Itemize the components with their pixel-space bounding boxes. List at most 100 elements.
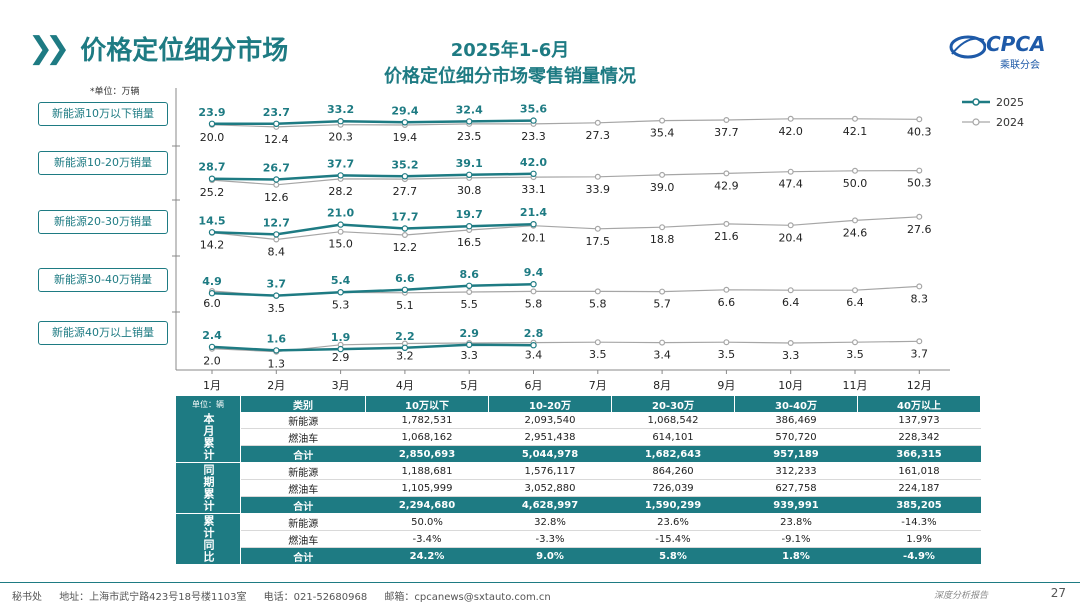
data-label: 35.2 [391,158,418,171]
table-row-label: 合计 [240,445,366,463]
table-header-col5: 40万以上 [857,396,981,412]
panel-label-5: 新能源40万以上销量 [38,321,168,345]
data-label: 25.2 [200,186,225,199]
chart-unit-label: *单位：万辆 [90,87,140,97]
table-cell: 23.6% [611,513,735,531]
data-point [337,345,344,353]
table-header-col3: 20-30万 [611,396,735,412]
table-row-label: 燃油车 [240,479,366,497]
data-label: 30.8 [457,184,482,197]
data-label: 33.9 [586,183,611,196]
series-line-2024-panel-5 [211,340,920,353]
data-label: 12.6 [264,191,289,204]
table-header-col1: 10万以下 [365,396,489,412]
data-label: 47.4 [778,178,803,191]
data-label: 1.3 [268,358,286,371]
data-point [594,173,601,180]
table-cell: 1,576,117 [488,462,612,480]
data-point [337,221,344,228]
data-point [723,116,730,123]
table-row: 本月累计 新能源 1,782,531 2,093,540 1,068,542 386,46… [176,412,981,463]
data-label: 12.7 [263,216,290,229]
series-line-2024-panel-1 [211,118,920,128]
logo-subtext: 乘联分会 [1000,60,1040,71]
table-cell: 386,469 [734,412,858,429]
data-label: 12.2 [393,241,418,254]
table-cell: 2,093,540 [488,412,612,429]
table-cell: 5,044,978 [488,445,612,463]
legend-marker-2024 [962,118,990,126]
data-label: 33.2 [327,103,354,116]
table-cell: 4,628,997 [488,496,612,514]
sales-table: 单位：辆 类别 10万以下 10-20万 20-30万 30-40万 40万以上… [176,396,981,565]
data-label: 2.2 [395,330,415,343]
data-label: 14.5 [198,214,225,227]
table-cell: 2,850,693 [365,445,489,463]
page-title-wrap: ❯❯ 价格定位细分市场 [28,28,288,68]
table-cell: -9.1% [734,530,858,548]
table-cell: 1,590,299 [611,496,735,514]
data-point [659,171,666,178]
footer-contact: 秘书处 地址：上海市武宁路423号18号楼1103室 电话：021-526809… [12,588,565,603]
table-cell: 24.2% [365,547,489,565]
data-label: 2.9 [332,351,350,364]
data-point [273,347,280,354]
data-label: 39.1 [456,157,483,170]
data-label: 23.3 [521,130,546,143]
x-tick-label: 10月 [778,379,803,392]
table-row-label: 新能源 [240,513,366,531]
data-label: 28.7 [198,161,225,174]
data-point [273,231,280,238]
data-point [208,120,216,128]
data-label: 42.9 [714,179,739,192]
data-point [851,167,858,174]
table-cell: 614,101 [611,428,735,446]
data-label: 37.7 [327,157,354,170]
table-header-category: 类别 [240,396,366,412]
table-cell: 1,188,681 [365,462,489,480]
data-label: 23.7 [263,106,290,119]
data-label: 3.5 [589,348,607,361]
data-label: 3.5 [718,348,736,361]
table-cell: 3,052,880 [488,479,612,497]
data-point [337,117,344,125]
footer-email: 邮箱：cpcanews@sxtauto.com.cn [384,592,551,603]
data-point [916,167,923,174]
legend-item-2025: 2025 [962,92,1024,112]
data-point [723,286,730,293]
data-point [787,287,794,294]
data-label: 5.5 [460,298,478,311]
table-cell: -14.3% [857,513,981,531]
data-label: 3.7 [267,278,287,291]
x-tick-label: 9月 [717,379,735,392]
x-tick-label: 2月 [267,379,285,392]
table-group-label: 累计同比 [176,513,241,565]
data-point [466,222,473,230]
table-row: 合计 2,850,693 5,044,978 1,682,643 957,189 366,… [176,445,981,463]
table-row: 同期累计 新能源 1,188,681 1,576,117 864,260 312,233 1… [176,462,981,514]
table-cell: 224,187 [857,479,981,497]
data-label: 3.2 [396,350,414,363]
data-label: 21.6 [714,230,739,243]
data-point [787,340,794,347]
data-point [787,115,794,122]
logo-swoosh-icon [949,35,986,59]
data-label: 5.3 [332,298,350,311]
data-label: 20.3 [328,131,353,144]
panel-label-2: 新能源10-20万销量 [38,151,168,175]
data-point [401,344,409,351]
table-cell: 385,205 [857,496,981,514]
table-row: 合计 2,294,680 4,628,997 1,590,299 939,991 385,… [176,496,981,514]
data-point [466,341,473,348]
data-label: 50.3 [907,177,932,190]
data-label: 5.4 [331,274,351,287]
data-point [273,176,280,183]
data-label: 37.7 [714,126,739,139]
series-line-2025-panel-1 [212,119,534,126]
x-tick-label: 5月 [460,379,478,392]
footer-slogan: 深度分析报告 [933,591,988,601]
data-point [659,224,666,231]
legend-label-2025: 2025 [996,95,1024,109]
data-point [659,288,666,295]
table-cell: 1,782,531 [365,412,489,429]
